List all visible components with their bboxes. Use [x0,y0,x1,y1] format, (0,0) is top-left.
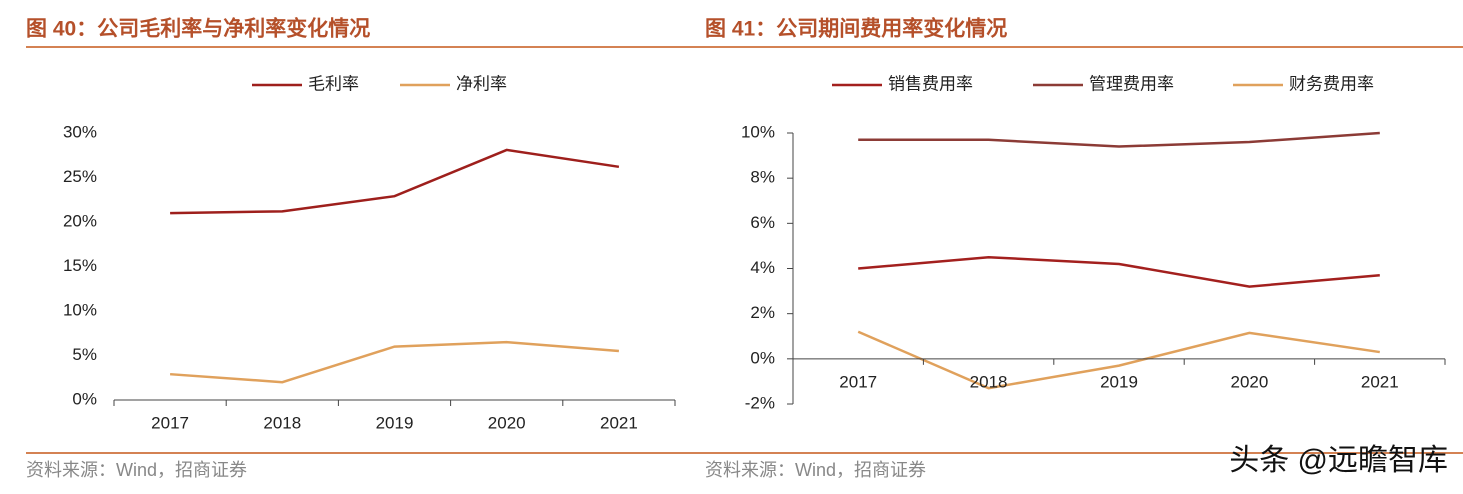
x-tick-label: 2020 [1230,372,1268,391]
source: 资料来源：Wind，招商证券 [26,460,247,480]
legend-label: 净利率 [456,74,507,93]
y-tick-label: 20% [63,211,97,230]
x-tick-label: 2021 [600,413,638,432]
y-tick-label: 0% [72,389,97,408]
y-tick-label: 25% [63,167,97,186]
y-tick-label: 2% [750,303,775,322]
x-tick-label: 2020 [488,413,526,432]
x-tick-label: 2017 [151,413,189,432]
y-tick-label: 0% [750,348,775,367]
legend-label: 销售费用率 [888,74,973,93]
y-tick-label: 5% [72,345,97,364]
y-tick-label: 8% [750,168,775,187]
chart-title: 图 40：公司毛利率与净利率变化情况 [26,17,370,41]
series-line [170,340,619,384]
series-line [857,330,1380,390]
series-line [858,255,1380,288]
y-tick-label: 10% [741,122,775,141]
y-tick-label: 6% [750,213,775,232]
x-tick-label: 2018 [970,372,1008,391]
x-tick-label: 2019 [376,413,414,432]
legend-label: 毛利率 [308,74,359,93]
y-tick-label: 10% [63,300,97,319]
y-tick-label: -2% [745,393,775,412]
y-tick-label: 15% [63,256,97,275]
x-tick-label: 2017 [839,372,877,391]
series-line [858,131,1380,148]
legend-label: 管理费用率 [1089,74,1174,93]
source: 资料来源：Wind，招商证券 [705,460,926,480]
x-tick-label: 2018 [263,413,301,432]
watermark: 头条 @远瞻智库 [1229,444,1448,477]
x-tick-label: 2021 [1361,372,1399,391]
legend-label: 财务费用率 [1289,74,1374,93]
series-line [170,148,620,215]
chart-title: 图 41：公司期间费用率变化情况 [705,17,1007,41]
x-tick-label: 2019 [1100,372,1138,391]
y-tick-label: 30% [63,122,97,141]
y-tick-label: 4% [750,258,775,277]
